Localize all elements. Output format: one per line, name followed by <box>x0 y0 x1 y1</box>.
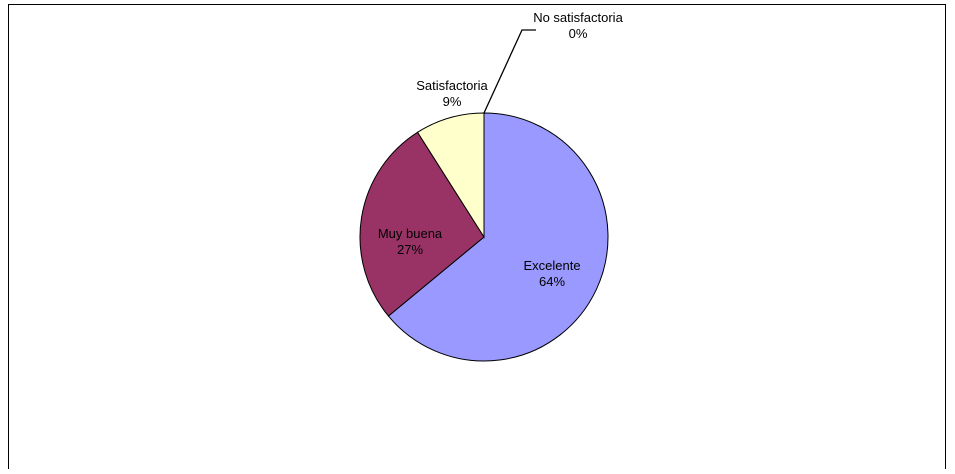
pie-slice-excelente <box>387 112 609 362</box>
slice-percent-excelente: 64% <box>539 274 565 289</box>
slice-label-muy-buena: Muy buena <box>378 226 443 241</box>
slice-percent-satisfactoria: 9% <box>443 94 462 109</box>
pie-slice-satisfactoria <box>416 112 485 239</box>
slice-percent-no-satisfactoria: 0% <box>569 26 588 41</box>
slices-layer <box>359 112 609 362</box>
leader-layer <box>483 29 536 114</box>
slice-label-no-satisfactoria: No satisfactoria <box>533 10 623 25</box>
leader-line-no-satisfactoria <box>483 29 536 114</box>
slice-label-satisfactoria: Satisfactoria <box>416 78 488 93</box>
slice-label-excelente: Excelente <box>523 258 580 273</box>
pie-slice-muy-buena <box>359 131 485 317</box>
slice-percent-muy-buena: 27% <box>397 242 423 257</box>
